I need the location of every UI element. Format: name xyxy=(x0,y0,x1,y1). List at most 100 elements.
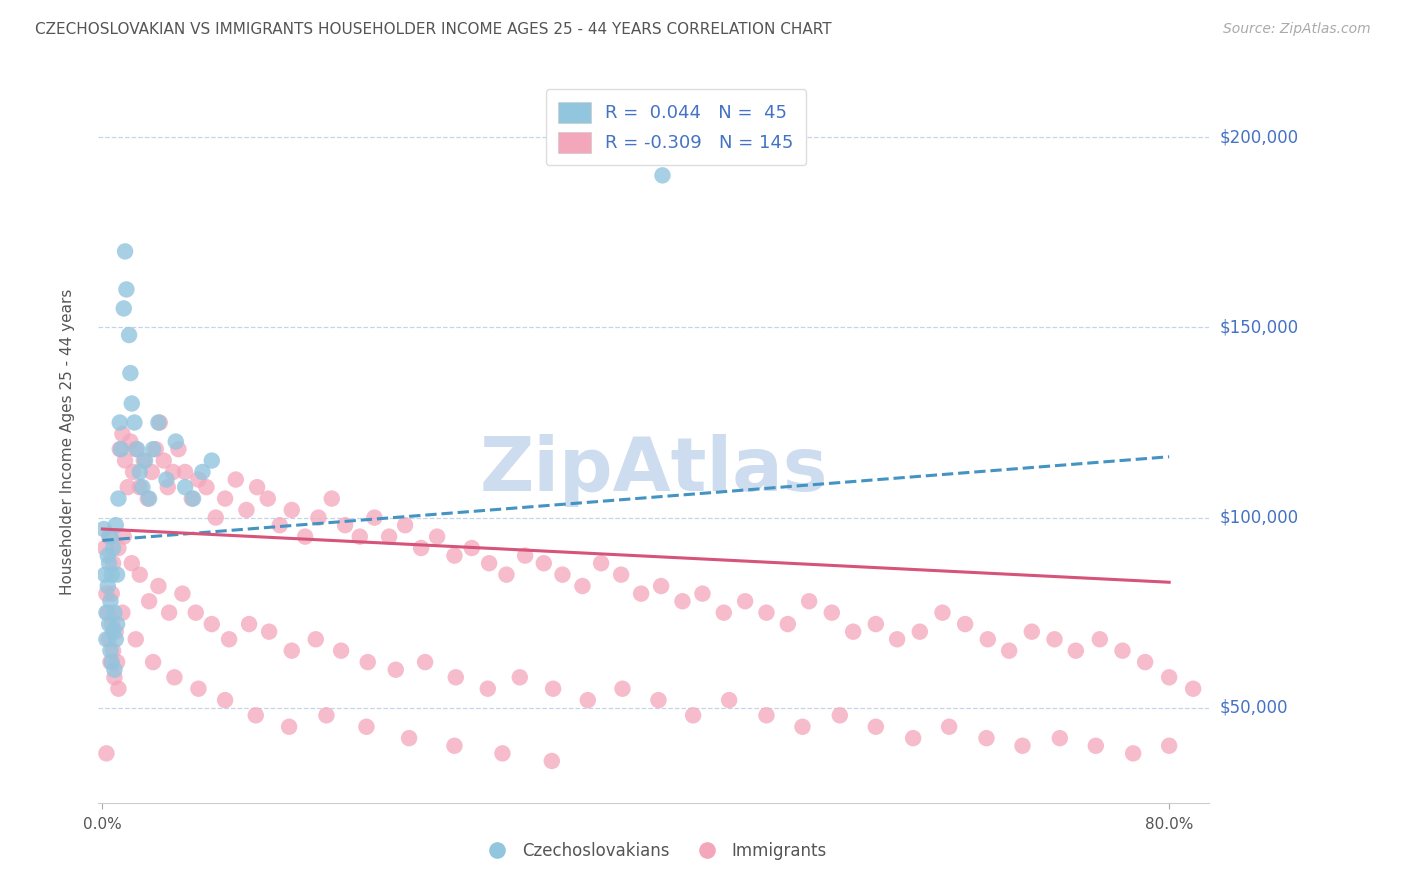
Point xyxy=(356,720,378,734)
Point xyxy=(100,594,122,608)
Point xyxy=(540,754,562,768)
Point xyxy=(533,556,555,570)
Point xyxy=(120,434,142,449)
Point xyxy=(776,617,799,632)
Point xyxy=(101,624,124,639)
Point xyxy=(108,416,131,430)
Point xyxy=(218,632,240,647)
Point xyxy=(842,624,865,639)
Point xyxy=(755,708,778,723)
Point xyxy=(152,453,174,467)
Text: $100,000: $100,000 xyxy=(1220,508,1299,526)
Point xyxy=(238,617,260,632)
Point xyxy=(977,632,1000,647)
Point xyxy=(121,556,143,570)
Point xyxy=(1084,739,1107,753)
Point xyxy=(394,518,416,533)
Point xyxy=(112,301,135,316)
Point xyxy=(97,549,120,563)
Point xyxy=(305,632,328,647)
Point xyxy=(112,530,135,544)
Point xyxy=(174,480,197,494)
Point xyxy=(101,556,124,570)
Point xyxy=(1122,747,1144,761)
Point xyxy=(976,731,998,746)
Point xyxy=(330,643,353,657)
Point xyxy=(201,453,224,467)
Point xyxy=(103,670,125,684)
Point xyxy=(111,606,134,620)
Point xyxy=(157,606,180,620)
Point xyxy=(187,681,209,696)
Point xyxy=(443,549,465,563)
Point xyxy=(100,643,122,657)
Point xyxy=(443,739,465,753)
Point xyxy=(100,617,122,632)
Text: ZipAtlas: ZipAtlas xyxy=(479,434,828,507)
Point xyxy=(901,731,924,746)
Point xyxy=(184,606,207,620)
Point xyxy=(115,282,138,296)
Point xyxy=(96,747,118,761)
Point xyxy=(117,480,139,494)
Point xyxy=(103,606,125,620)
Text: CZECHOSLOVAKIAN VS IMMIGRANTS HOUSEHOLDER INCOME AGES 25 - 44 YEARS CORRELATION : CZECHOSLOVAKIAN VS IMMIGRANTS HOUSEHOLDE… xyxy=(35,22,832,37)
Point xyxy=(93,522,115,536)
Point xyxy=(384,663,406,677)
Point xyxy=(1043,632,1066,647)
Point xyxy=(101,541,124,555)
Point xyxy=(141,465,163,479)
Point xyxy=(107,681,129,696)
Point xyxy=(195,480,218,494)
Point xyxy=(682,708,704,723)
Point xyxy=(734,594,756,608)
Point xyxy=(105,617,128,632)
Point xyxy=(307,510,329,524)
Point xyxy=(363,510,385,524)
Point xyxy=(174,465,197,479)
Point xyxy=(755,606,778,620)
Point xyxy=(513,549,536,563)
Point xyxy=(155,473,177,487)
Point xyxy=(214,491,236,506)
Point xyxy=(1011,739,1033,753)
Point xyxy=(122,465,145,479)
Point xyxy=(865,720,887,734)
Point xyxy=(97,606,120,620)
Point xyxy=(104,632,127,647)
Point xyxy=(148,579,170,593)
Point xyxy=(156,480,179,494)
Point xyxy=(235,503,257,517)
Point xyxy=(98,530,121,544)
Point xyxy=(98,632,121,647)
Point xyxy=(138,594,160,608)
Point xyxy=(1133,655,1156,669)
Point xyxy=(647,693,669,707)
Point xyxy=(908,624,931,639)
Point xyxy=(865,617,887,632)
Point xyxy=(111,426,134,441)
Point xyxy=(315,708,337,723)
Point xyxy=(142,655,165,669)
Point xyxy=(118,328,141,343)
Point xyxy=(96,587,118,601)
Point xyxy=(114,453,136,467)
Point xyxy=(163,670,186,684)
Point xyxy=(101,643,124,657)
Point xyxy=(651,169,673,183)
Point xyxy=(98,617,121,632)
Legend: Czechoslovakians, Immigrants: Czechoslovakians, Immigrants xyxy=(474,836,834,867)
Point xyxy=(204,510,226,524)
Point xyxy=(612,681,634,696)
Point xyxy=(495,567,517,582)
Point xyxy=(100,655,122,669)
Point xyxy=(576,693,599,707)
Point xyxy=(97,579,120,593)
Point xyxy=(294,530,316,544)
Point xyxy=(1159,670,1181,684)
Point xyxy=(398,731,420,746)
Point xyxy=(104,518,127,533)
Point xyxy=(127,442,149,457)
Point xyxy=(281,643,304,657)
Point xyxy=(931,606,953,620)
